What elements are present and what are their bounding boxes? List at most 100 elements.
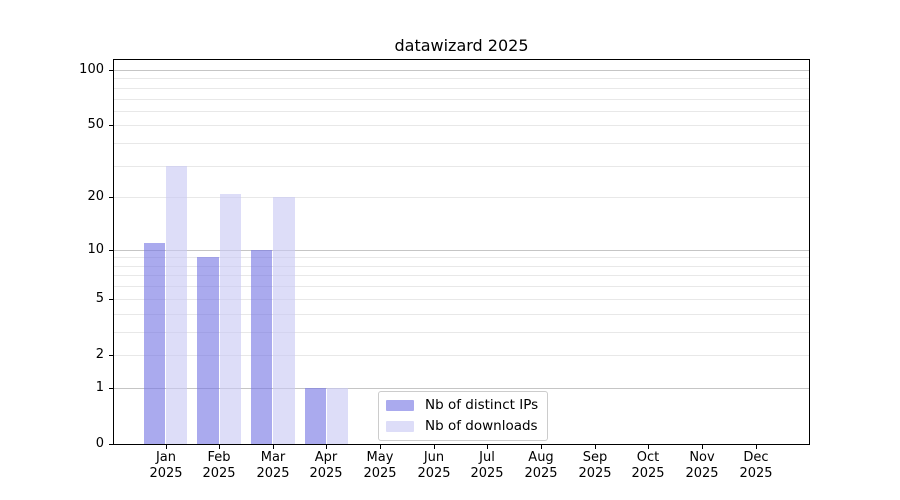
- y-tick-mark: [109, 299, 113, 300]
- y-tick-label: 5: [95, 291, 104, 306]
- x-tick-mark: [541, 445, 542, 449]
- x-tick-label: Mar 2025: [243, 450, 303, 481]
- legend-label-distinct-ips: Nb of distinct IPs: [425, 397, 539, 413]
- gridline-minor: [114, 257, 809, 258]
- x-tick-mark: [595, 445, 596, 449]
- x-tick-label-year: 2025: [739, 465, 773, 481]
- x-tick-label-year: 2025: [631, 465, 665, 481]
- x-tick-label-month: Oct: [636, 450, 660, 465]
- x-tick-label-year: 2025: [149, 465, 183, 481]
- gridline-minor: [114, 111, 809, 112]
- x-tick-label-month: Jul: [479, 450, 495, 465]
- bar-distinct-ips: [143, 242, 165, 444]
- x-tick-label-month: Nov: [689, 450, 715, 465]
- x-tick-mark: [702, 445, 703, 449]
- x-tick-label: Aug 2025: [511, 450, 571, 481]
- x-tick-label: Nov 2025: [672, 450, 732, 481]
- x-tick-label-year: 2025: [417, 465, 451, 481]
- bar-distinct-ips: [250, 249, 273, 444]
- gridline-minor: [114, 299, 809, 300]
- x-tick-label-year: 2025: [524, 465, 558, 481]
- x-tick-mark: [756, 445, 757, 449]
- x-tick-label: Sep 2025: [565, 450, 625, 481]
- x-tick-label-month: Jan: [155, 450, 177, 465]
- x-tick-label: Feb 2025: [189, 450, 249, 481]
- gridline-minor: [114, 355, 809, 356]
- legend: Nb of distinct IPs Nb of downloads: [378, 391, 549, 441]
- chart-title: datawizard 2025: [394, 36, 529, 55]
- x-tick-label-month: Dec: [743, 450, 769, 465]
- y-tick-mark: [109, 355, 113, 356]
- y-tick-mark: [109, 388, 113, 389]
- x-tick-mark: [326, 445, 327, 449]
- y-tick-label: 50: [87, 117, 104, 132]
- bar-distinct-ips: [197, 257, 219, 444]
- bar-downloads: [219, 193, 242, 444]
- x-tick-mark: [166, 445, 167, 449]
- gridline-minor: [114, 143, 809, 144]
- x-tick-mark: [219, 445, 220, 449]
- gridline-minor: [114, 78, 809, 79]
- x-tick-label-month: Feb: [207, 450, 231, 465]
- bar-downloads: [327, 387, 349, 444]
- gridline-major: [114, 388, 809, 389]
- gridline-minor: [114, 286, 809, 287]
- x-tick-label-year: 2025: [309, 465, 343, 481]
- legend-label-downloads: Nb of downloads: [425, 418, 538, 434]
- legend-item-downloads: Nb of downloads: [386, 418, 538, 434]
- y-tick-label: 0: [95, 436, 104, 451]
- y-tick-label: 100: [79, 62, 104, 77]
- y-tick-mark: [109, 125, 113, 126]
- x-tick-label: Apr 2025: [296, 450, 356, 481]
- gridline-minor: [114, 166, 809, 167]
- bar-downloads: [166, 165, 188, 444]
- x-tick-label-year: 2025: [202, 465, 236, 481]
- y-tick-mark: [109, 197, 113, 198]
- y-tick-mark: [109, 70, 113, 71]
- gridline-major: [114, 70, 809, 71]
- plot-area: [113, 59, 810, 445]
- gridline-minor: [114, 266, 809, 267]
- x-tick-mark: [273, 445, 274, 449]
- x-tick-label: May 2025: [350, 450, 410, 481]
- gridline-minor: [114, 314, 809, 315]
- legend-swatch-distinct-ips: [386, 399, 414, 411]
- legend-item-distinct-ips: Nb of distinct IPs: [386, 397, 538, 413]
- x-tick-label-month: May: [366, 450, 394, 465]
- gridline-minor: [114, 88, 809, 89]
- gridline-minor: [114, 197, 809, 198]
- gridline-minor: [114, 332, 809, 333]
- x-tick-mark: [487, 445, 488, 449]
- y-tick-label: 1: [95, 380, 104, 395]
- x-tick-mark: [434, 445, 435, 449]
- bar-distinct-ips: [304, 387, 326, 444]
- x-tick-label-month: Jun: [423, 450, 445, 465]
- gridline-minor: [114, 275, 809, 276]
- x-tick-label-month: Sep: [582, 450, 608, 465]
- gridline-minor: [114, 125, 809, 126]
- x-tick-label-month: Mar: [260, 450, 286, 465]
- x-tick-mark: [648, 445, 649, 449]
- gridline-major: [114, 250, 809, 251]
- y-tick-mark: [109, 444, 113, 445]
- x-tick-label: Jan 2025: [136, 450, 196, 481]
- x-tick-label-year: 2025: [578, 465, 612, 481]
- gridline-minor: [114, 99, 809, 100]
- y-tick-label: 10: [87, 242, 104, 257]
- x-tick-label-month: Apr: [314, 450, 338, 465]
- x-tick-mark: [380, 445, 381, 449]
- x-tick-label-year: 2025: [685, 465, 719, 481]
- x-tick-label: Oct 2025: [618, 450, 678, 481]
- y-tick-label: 2: [95, 347, 104, 362]
- y-tick-mark: [109, 250, 113, 251]
- x-tick-label-year: 2025: [256, 465, 290, 481]
- legend-swatch-downloads: [386, 420, 414, 432]
- x-tick-label-month: Aug: [528, 450, 554, 465]
- x-tick-label: Dec 2025: [726, 450, 786, 481]
- x-tick-label: Jul 2025: [457, 450, 517, 481]
- x-tick-label: Jun 2025: [404, 450, 464, 481]
- y-tick-label: 20: [87, 189, 104, 204]
- x-tick-label-year: 2025: [363, 465, 397, 481]
- bar-downloads: [273, 197, 295, 444]
